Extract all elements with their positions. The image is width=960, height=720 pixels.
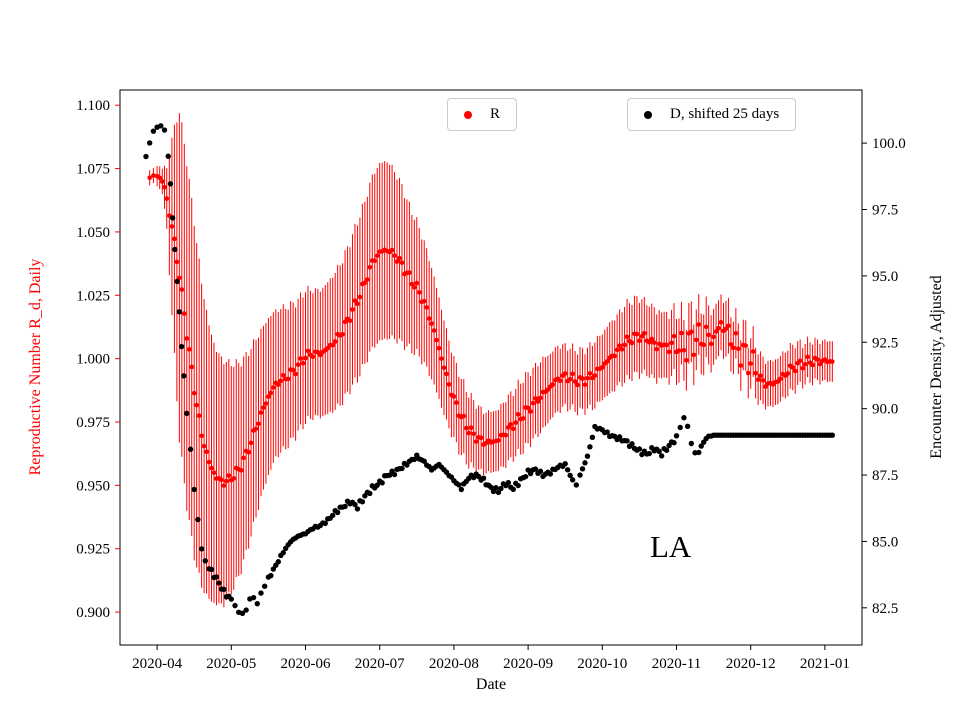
svg-text:2020-10: 2020-10 xyxy=(577,656,627,672)
svg-text:82.5: 82.5 xyxy=(872,601,898,617)
svg-text:1.075: 1.075 xyxy=(76,162,110,178)
svg-text:97.5: 97.5 xyxy=(872,202,898,218)
y-axis-label-left: Reproductive Number R_d, Daily xyxy=(27,258,44,476)
svg-text:90.0: 90.0 xyxy=(872,402,898,418)
series-R-dots xyxy=(147,173,835,488)
svg-text:92.5: 92.5 xyxy=(872,335,898,351)
svg-text:85.0: 85.0 xyxy=(872,534,898,550)
svg-text:2020-12: 2020-12 xyxy=(726,656,776,672)
svg-text:1.000: 1.000 xyxy=(76,352,110,368)
svg-text:0.925: 0.925 xyxy=(76,542,110,558)
svg-text:100.0: 100.0 xyxy=(872,136,906,152)
plot-border xyxy=(119,89,863,646)
svg-text:87.5: 87.5 xyxy=(872,468,898,484)
svg-text:0.950: 0.950 xyxy=(76,478,110,494)
legend-marker-d-icon xyxy=(644,110,652,119)
series-D-dots xyxy=(143,123,836,617)
svg-text:2021-01: 2021-01 xyxy=(800,656,850,672)
series-R-errorbars xyxy=(149,113,833,608)
legend-r: R xyxy=(447,98,518,131)
legend-label-d: D, shifted 25 days xyxy=(670,106,780,122)
svg-text:95.0: 95.0 xyxy=(872,269,898,285)
annotation-la: LA xyxy=(650,529,692,564)
y-axis-label-right: Encounter Density, Adjusted xyxy=(928,275,945,459)
legend-marker-r-icon xyxy=(464,110,472,119)
svg-text:2020-05: 2020-05 xyxy=(206,656,256,672)
svg-text:2020-07: 2020-07 xyxy=(355,656,405,672)
svg-text:0.900: 0.900 xyxy=(76,605,110,621)
svg-text:1.100: 1.100 xyxy=(76,98,110,114)
svg-text:2020-11: 2020-11 xyxy=(652,656,701,672)
svg-text:1.025: 1.025 xyxy=(76,288,110,304)
svg-text:2020-09: 2020-09 xyxy=(503,656,553,672)
x-axis-label: Date xyxy=(475,676,507,693)
svg-text:2020-04: 2020-04 xyxy=(132,656,182,672)
svg-text:2020-08: 2020-08 xyxy=(429,656,479,672)
legend-d: D, shifted 25 days xyxy=(627,98,797,131)
svg-text:2020-06: 2020-06 xyxy=(281,656,331,672)
svg-text:1.050: 1.050 xyxy=(76,225,110,241)
svg-text:0.975: 0.975 xyxy=(76,415,110,431)
legend-label-r: R xyxy=(490,106,501,122)
